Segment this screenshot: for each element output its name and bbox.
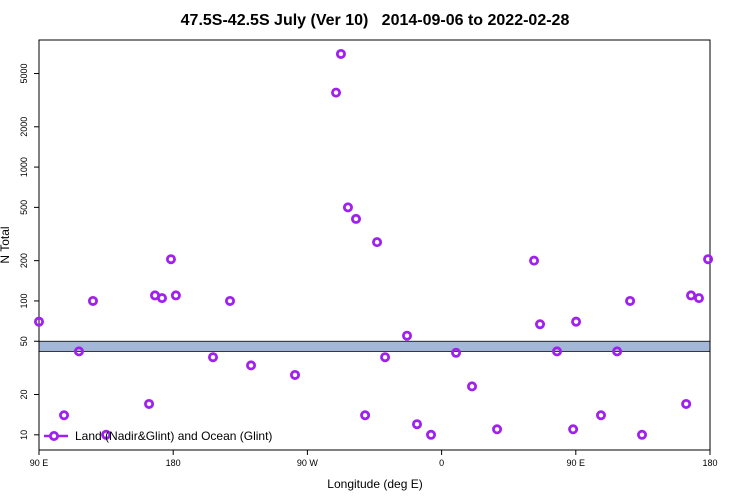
point: [246, 360, 257, 371]
point: [693, 293, 704, 304]
point: [351, 213, 362, 224]
point: [59, 410, 70, 421]
point: [101, 429, 112, 440]
y-tick-label: 20: [19, 390, 29, 400]
y-axis-label: N Total: [0, 226, 12, 263]
point: [144, 398, 155, 409]
point: [372, 237, 383, 248]
point: [87, 295, 98, 306]
y-tick-label: 500: [19, 200, 29, 215]
y-tick-label: 200: [19, 253, 29, 268]
point: [571, 316, 582, 327]
point: [360, 410, 371, 421]
point: [568, 424, 579, 435]
point: [612, 346, 623, 357]
x-tick-label: 180: [702, 458, 717, 468]
point: [595, 410, 606, 421]
point: [552, 346, 563, 357]
y-tick-label: 2000: [19, 117, 29, 137]
y-tick-label: 5000: [19, 64, 29, 84]
point: [402, 330, 413, 341]
point: [411, 419, 422, 430]
point: [681, 398, 692, 409]
chart-title: 47.5S-42.5S July (Ver 10) 2014-09-06 to …: [181, 12, 570, 29]
point: [208, 352, 219, 363]
y-tick-label: 10: [19, 430, 29, 440]
point: [492, 424, 503, 435]
point: [335, 48, 346, 59]
y-tick-label: 50: [19, 336, 29, 346]
point: [686, 290, 697, 301]
x-tick-label: 90 E: [567, 458, 586, 468]
band: [38, 340, 711, 352]
point: [170, 290, 181, 301]
point: [467, 381, 478, 392]
x-axis-label: Longitude (deg E): [327, 477, 422, 491]
point: [451, 347, 462, 358]
point: [73, 346, 84, 357]
point: [331, 87, 342, 98]
point: [637, 429, 648, 440]
x-tick-label: 90 E: [30, 458, 49, 468]
point: [165, 254, 176, 265]
y-tick-label: 1000: [19, 157, 29, 177]
point: [225, 295, 236, 306]
point: [290, 369, 301, 380]
point: [380, 352, 391, 363]
x-tick-label: 90 W: [297, 458, 319, 468]
point: [426, 429, 437, 440]
x-tick-label: 0: [439, 458, 444, 468]
point: [342, 202, 353, 213]
y-tick-label: 100: [19, 293, 29, 308]
point: [157, 293, 168, 304]
x-tick-label: 180: [166, 458, 181, 468]
legend-label: Land (Nadir&Glint) and Ocean (Glint): [75, 429, 272, 443]
point: [529, 255, 540, 266]
plot-frame: [38, 39, 711, 451]
point: [625, 295, 636, 306]
legend-marker: [49, 430, 60, 441]
point: [34, 316, 45, 327]
point: [535, 319, 546, 330]
point: [703, 254, 714, 265]
